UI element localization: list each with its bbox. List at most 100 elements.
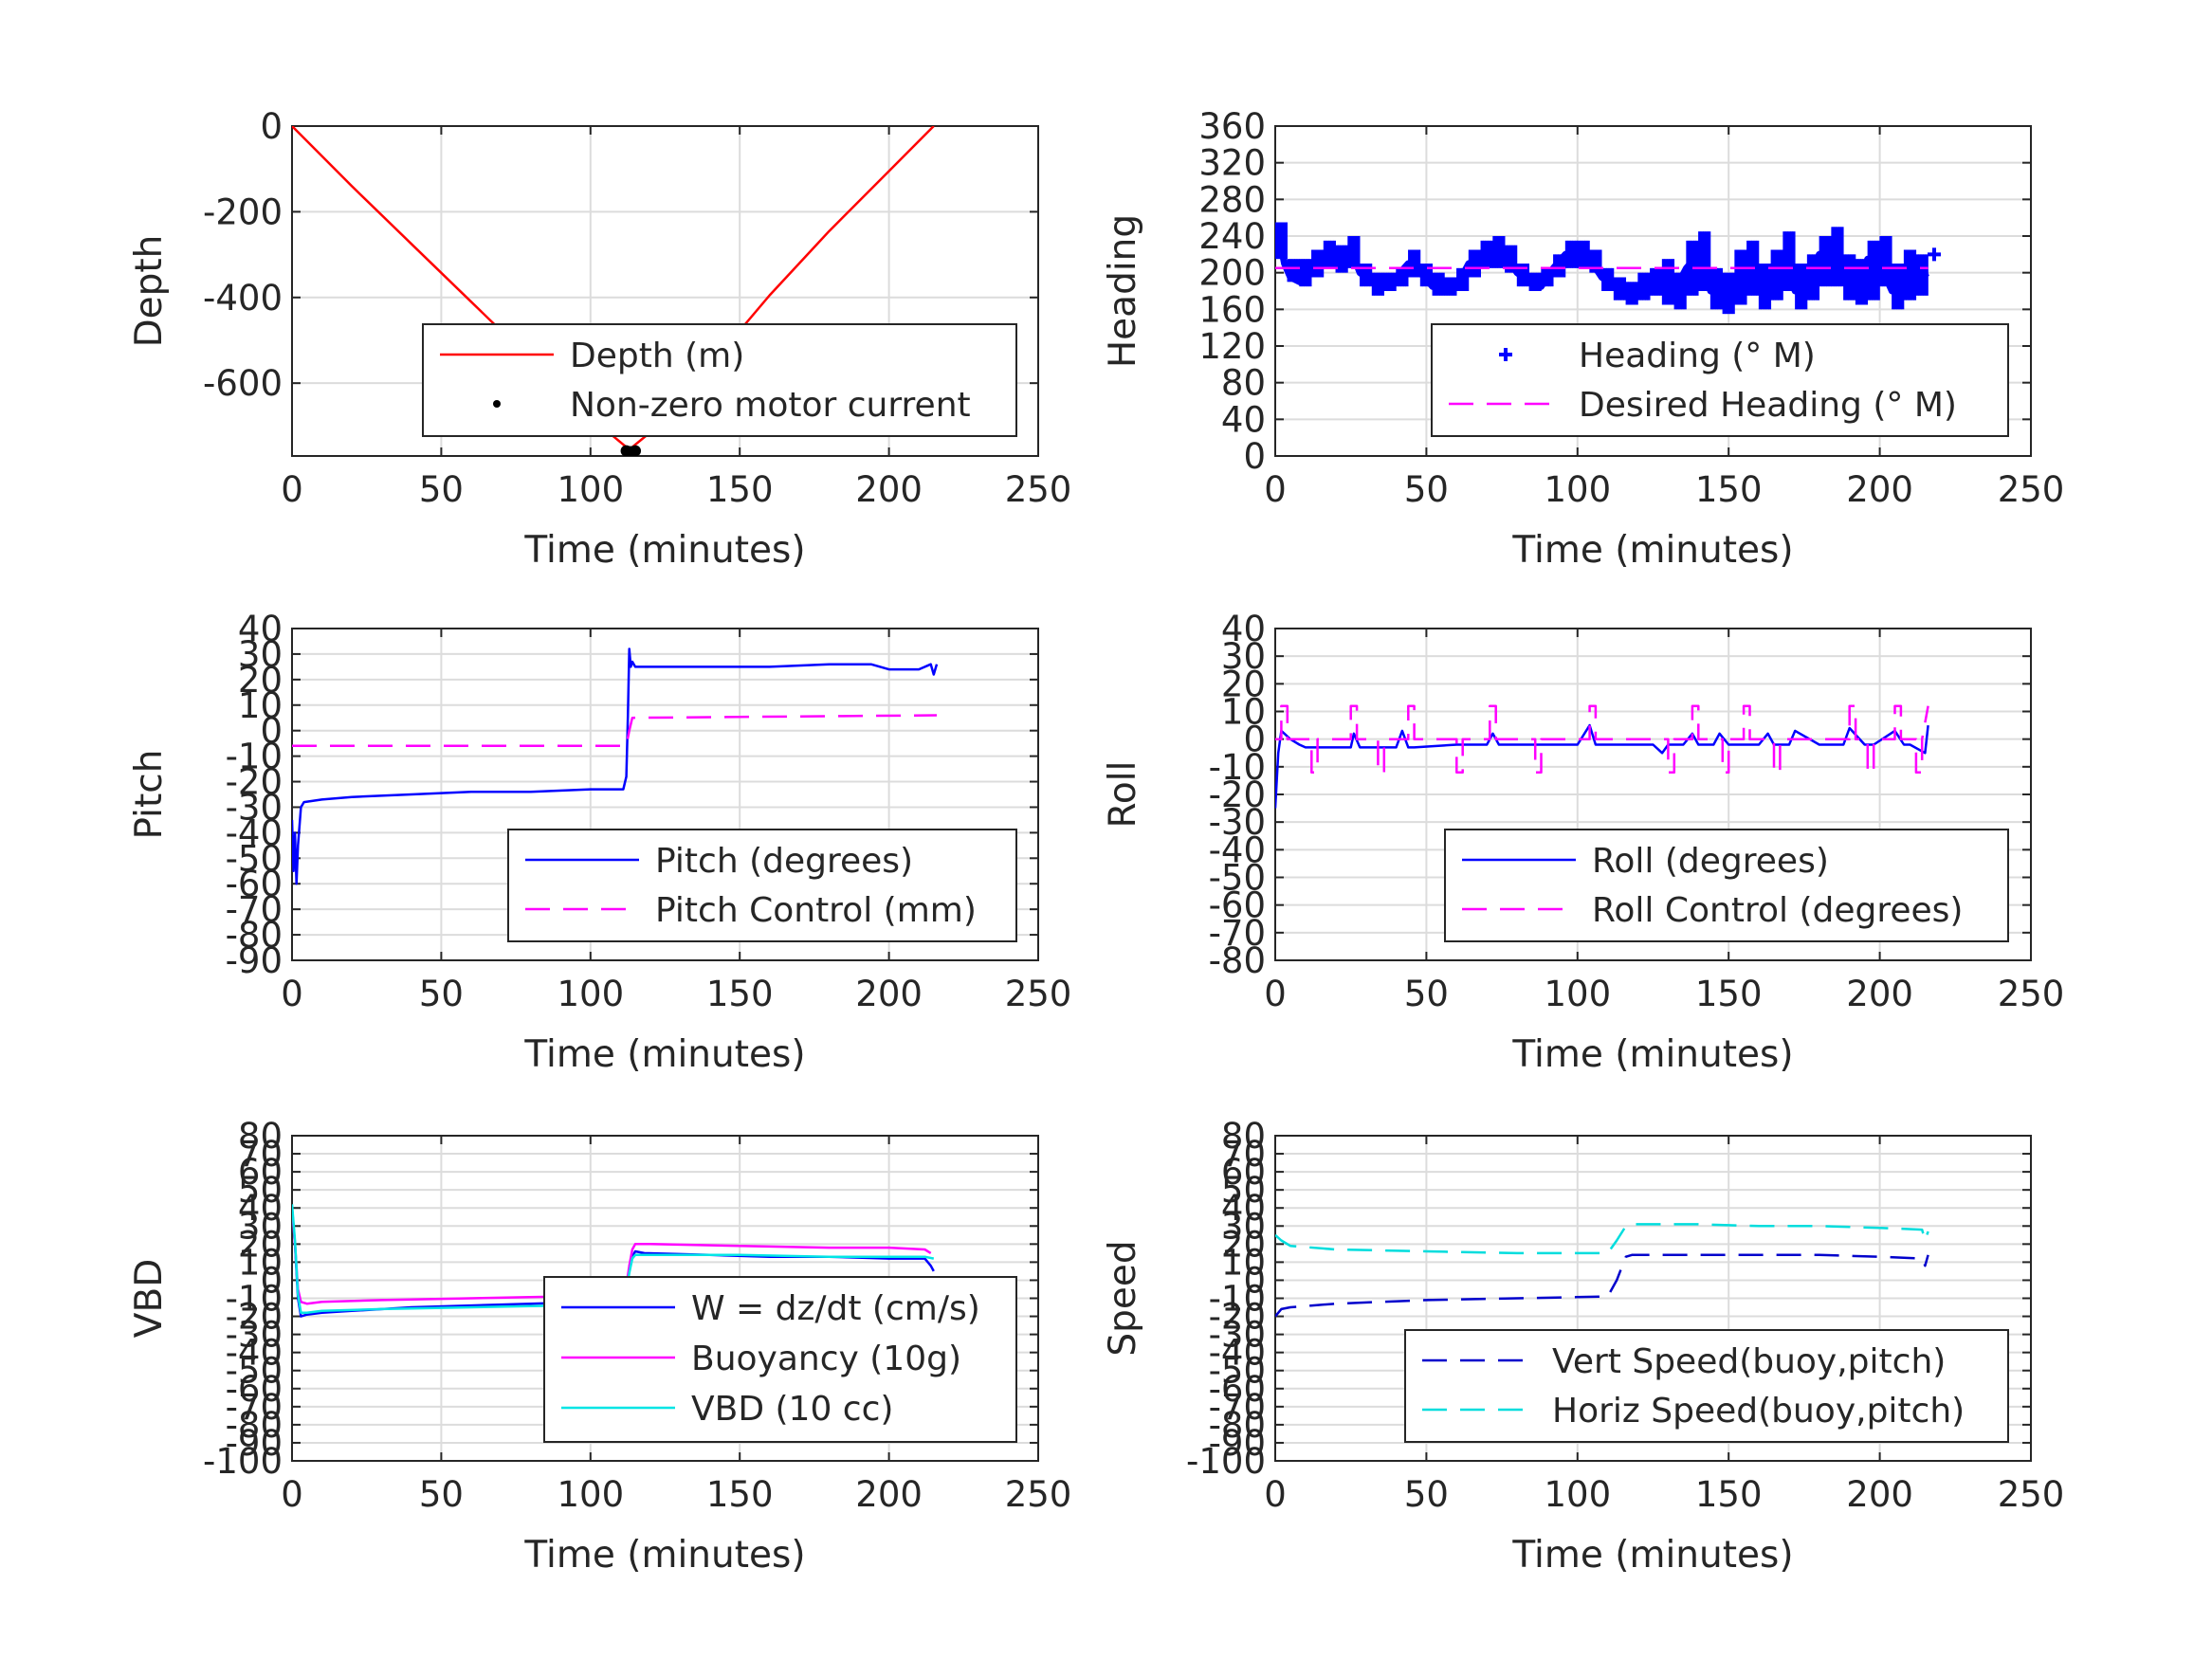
x-tick-label: 100 (557, 469, 624, 510)
y-axis-label: Pitch (128, 750, 171, 840)
y-tick-label: 10 (238, 1242, 283, 1283)
y-tick-label: 70 (1221, 1134, 1266, 1175)
x-axis-label: Time (minutes) (523, 1534, 805, 1577)
legend-label: Heading (° M) (1579, 337, 1816, 375)
y-tick-label: 0 (260, 711, 283, 752)
chart-panel-3: 0 50 100 150 200 250-90-80-70-60-50-40-30-20-… (128, 609, 1071, 1076)
heading-end-marker (1927, 247, 1941, 262)
y-tick-label: -60 (226, 864, 283, 904)
y-tick-label: 40 (238, 609, 283, 649)
y-tick-label: -40 (1209, 830, 1266, 870)
y-tick-label: -20 (226, 762, 283, 803)
y-tick-label: 20 (238, 660, 283, 701)
y-axis-label: Speed (1102, 1240, 1144, 1356)
x-tick-label: 150 (706, 974, 774, 1014)
x-tick-label: 0 (281, 469, 303, 510)
y-tick-label: -40 (1209, 1333, 1266, 1374)
x-tick-label: 150 (1695, 1474, 1763, 1515)
series-1-line (1275, 1253, 1929, 1318)
legend-label: W = dz/dt (cm/s) (691, 1289, 980, 1328)
legend: Pitch (degrees) Pitch Control (mm) (507, 829, 1017, 942)
legend-label: Horiz Speed(buoy,pitch) (1552, 1392, 1965, 1431)
y-tick-label: -10 (226, 1279, 283, 1320)
legend-label: Vert Speed(buoy,pitch) (1552, 1342, 1946, 1381)
chart-panel-6: 0 50 100 150 200 250-100-90-80-70-60-50-40-30… (1102, 1116, 2064, 1577)
y-tick-label: -80 (226, 915, 283, 956)
y-tick-label: -60 (1209, 1369, 1266, 1410)
series-2-line (1275, 1223, 1929, 1255)
x-tick-label: 250 (1998, 469, 2065, 510)
x-tick-label: 250 (1998, 1474, 2065, 1515)
y-tick-label: -70 (226, 1387, 283, 1428)
x-axis-label: Time (minutes) (1511, 1534, 1793, 1577)
legend-box (1404, 1329, 2009, 1443)
legend: Roll (degrees) Roll Control (degrees) (1444, 829, 2009, 942)
x-tick-label: 150 (1695, 974, 1763, 1014)
legend-label: Non-zero motor current (570, 386, 971, 425)
y-tick-label: -30 (1209, 802, 1266, 843)
chart-panel-2: 0 50 100 150 200 2500408012016020024028032036… (1102, 106, 2064, 572)
y-tick-label: -30 (226, 787, 283, 828)
series-group (292, 647, 939, 885)
x-tick-label: 50 (1404, 1474, 1449, 1515)
legend-label: Buoyancy (10g) (691, 1340, 961, 1378)
y-tick-label: -50 (1209, 1351, 1266, 1392)
y-tick-label: -30 (226, 1315, 283, 1356)
x-tick-label: 0 (281, 1474, 303, 1515)
y-tick-label: 0 (1243, 436, 1266, 477)
x-axis-label: Time (minutes) (523, 1033, 805, 1076)
x-tick-label: 100 (1544, 1474, 1611, 1515)
heading-spread (1275, 222, 1929, 315)
y-tick-label: -50 (226, 838, 283, 879)
y-tick-label: -90 (1209, 1423, 1266, 1464)
y-tick-label: -100 (1186, 1441, 1266, 1482)
y-axis-label: VBD (128, 1259, 171, 1338)
y-tick-label: 240 (1198, 216, 1266, 257)
x-tick-label: 200 (855, 974, 923, 1014)
legend-label: Depth (m) (570, 337, 744, 375)
x-tick-label: 0 (281, 974, 303, 1014)
y-tick-label: 10 (1221, 692, 1266, 733)
y-tick-label: -30 (1209, 1315, 1266, 1356)
y-tick-label: 40 (1221, 609, 1266, 649)
x-tick-label: 0 (1264, 469, 1287, 510)
y-tick-label: 40 (1221, 399, 1266, 440)
y-tick-label: -70 (1209, 913, 1266, 954)
y-tick-label: -20 (226, 1297, 283, 1338)
y-tick-label: -20 (1209, 1297, 1266, 1338)
series-1-line (1275, 723, 1929, 809)
legend-box (422, 323, 1017, 437)
x-tick-label: 0 (1264, 974, 1287, 1014)
y-tick-label: -40 (226, 1333, 283, 1374)
y-tick-label: 80 (1221, 363, 1266, 404)
x-axis-label: Time (minutes) (523, 529, 805, 572)
x-tick-label: 150 (706, 469, 774, 510)
legend: Heading (° M) Desired Heading (° M) (1431, 323, 2009, 437)
legend-label: Pitch Control (mm) (655, 891, 977, 930)
y-tick-label: 60 (238, 1152, 283, 1193)
y-tick-label: 20 (1221, 664, 1266, 704)
y-tick-label: 120 (1198, 326, 1266, 367)
axes-box (291, 628, 1039, 961)
legend-label: Roll (degrees) (1592, 842, 1829, 881)
legend-box (543, 1276, 1017, 1443)
y-tick-label: 0 (1243, 1260, 1266, 1301)
y-tick-label: 0 (1243, 720, 1266, 760)
legend-box (1444, 829, 2009, 942)
y-tick-label: 50 (1221, 1170, 1266, 1211)
motor-current-point (630, 445, 642, 456)
y-tick-label: 30 (238, 634, 283, 675)
y-tick-label: -80 (1209, 1405, 1266, 1446)
y-tick-label: -60 (1209, 885, 1266, 926)
y-tick-label: -90 (226, 1423, 283, 1464)
legend-box (1431, 323, 2009, 437)
y-tick-label: 50 (238, 1170, 283, 1211)
x-tick-label: 250 (1005, 1474, 1072, 1515)
x-tick-label: 100 (557, 974, 624, 1014)
legend-label: VBD (10 cc) (691, 1390, 893, 1429)
series-1-line (292, 647, 939, 885)
y-tick-label: 80 (238, 1116, 283, 1157)
y-tick-label: 160 (1198, 289, 1266, 330)
series-group (292, 126, 935, 456)
